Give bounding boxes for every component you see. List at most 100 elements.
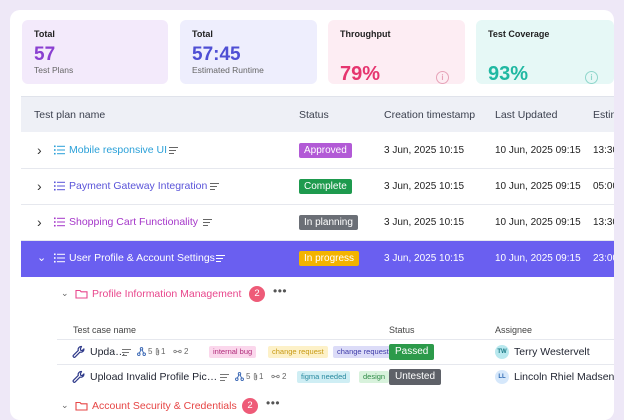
section-name: Account Security & Credentials: [92, 400, 237, 412]
test-status-badge[interactable]: Untested: [389, 369, 442, 385]
plan-name[interactable]: Payment Gateway Integration: [69, 180, 208, 192]
updated-cell: 10 Jun, 2025 09:15: [495, 217, 581, 228]
chevron-right-icon[interactable]: ›: [37, 214, 42, 230]
plan-name[interactable]: Shopping Cart Functionality: [69, 216, 198, 228]
plan-name[interactable]: Mobile responsive UI: [69, 144, 168, 156]
steps-count: 5: [148, 347, 153, 356]
created-cell: 3 Jun, 2025 10:15: [384, 181, 465, 192]
test-case-row[interactable]: Upload Invalid Profile Pic… 5 1 2 figma need…: [57, 364, 614, 389]
column-header-created[interactable]: Creation timestamp: [384, 109, 476, 121]
chevron-right-icon[interactable]: ›: [37, 178, 42, 194]
tag[interactable]: change request: [268, 346, 328, 358]
test-case-row[interactable]: Upda… 5 1 2 internal bug change request change…: [57, 339, 614, 364]
assignee-name: Terry Westervelt: [514, 346, 590, 358]
list-icon: [54, 145, 65, 155]
more-icon[interactable]: •••: [266, 396, 281, 410]
updated-cell: 10 Jun, 2025 09:15: [495, 181, 581, 192]
table-row[interactable]: › Shopping Cart Functionality In planning 3…: [21, 205, 614, 241]
tag[interactable]: design: [359, 371, 390, 383]
section-account-security[interactable]: ⌄ Account Security & Credentials 2 •••: [21, 393, 614, 419]
column-header-status[interactable]: Status: [299, 109, 329, 121]
estimate-cell: 13:30: [593, 145, 614, 156]
stat-value: 79%: [340, 63, 381, 85]
link-count: 2: [184, 347, 189, 356]
info-icon[interactable]: i: [585, 71, 598, 84]
stat-sublabel: Test Plans: [34, 65, 74, 75]
avatar: TW: [495, 345, 509, 359]
link-icon: [173, 349, 182, 354]
estimate-cell: 05:00: [593, 181, 614, 192]
chevron-down-icon[interactable]: ⌄: [61, 288, 69, 298]
plan-name[interactable]: User Profile & Account Settings: [69, 252, 215, 264]
description-icon[interactable]: [122, 349, 132, 356]
test-case-name[interactable]: Upload Invalid Profile Pic…: [90, 371, 218, 383]
wrench-icon: [72, 345, 85, 358]
section-name: Profile Information Management: [92, 288, 242, 300]
updated-cell: 10 Jun, 2025 09:15: [495, 253, 581, 264]
table-row[interactable]: › Mobile responsive UI Approved 3 Jun, 2025…: [21, 133, 614, 169]
estimate-cell: 23:00: [593, 253, 614, 264]
stat-value: 57: [34, 44, 56, 65]
column-header-estimate[interactable]: Estim: [593, 109, 614, 121]
app-frame: Total 57 Test Plans Total 57:45 Estimate…: [10, 10, 614, 420]
list-icon: [54, 217, 65, 227]
section-count-badge: 2: [249, 286, 265, 302]
stat-label: Total: [192, 29, 213, 39]
attachment-icon: [155, 347, 160, 356]
description-icon[interactable]: [203, 219, 213, 226]
column-header-assignee: Assignee: [495, 325, 533, 335]
attachment-icon: [253, 372, 258, 381]
stat-value: 93%: [488, 63, 529, 85]
section-count-badge: 2: [242, 398, 258, 414]
stat-sublabel: Estimated Runtime: [192, 65, 264, 75]
stat-value: 57:45: [192, 44, 241, 65]
test-status-badge[interactable]: Passed: [389, 344, 435, 360]
tag[interactable]: figma needed: [297, 371, 351, 383]
folder-icon: [75, 401, 88, 411]
link-count: 2: [282, 372, 287, 381]
status-badge: In planning: [299, 215, 358, 230]
stat-card-throughput: Throughput 79% i: [328, 20, 465, 84]
stat-label: Throughput: [340, 29, 391, 39]
info-icon[interactable]: i: [436, 71, 449, 84]
created-cell: 3 Jun, 2025 10:15: [384, 253, 465, 264]
steps-count: 5: [246, 372, 251, 381]
test-plan-table: Test plan name Status Creation timestamp…: [21, 96, 614, 420]
column-header-name[interactable]: Test plan name: [34, 109, 106, 121]
column-header-tc-status: Status: [389, 325, 415, 335]
avatar: LL: [495, 370, 509, 384]
created-cell: 3 Jun, 2025 10:15: [384, 217, 465, 228]
description-icon[interactable]: [220, 374, 230, 381]
chevron-right-icon[interactable]: ›: [37, 142, 42, 158]
attachment-count: 1: [161, 347, 166, 356]
folder-icon: [75, 289, 88, 299]
wrench-icon: [72, 370, 85, 383]
section-profile-information[interactable]: ⌄ Profile Information Management 2 •••: [21, 281, 614, 307]
description-icon[interactable]: [169, 147, 179, 154]
stat-card-test-coverage: Test Coverage 93% i: [476, 20, 614, 84]
stats-cards: Total 57 Test Plans Total 57:45 Estimate…: [22, 20, 614, 86]
chevron-down-icon[interactable]: ⌄: [61, 400, 69, 410]
link-icon: [271, 374, 280, 379]
more-icon[interactable]: •••: [273, 284, 288, 298]
tag[interactable]: internal bug: [209, 346, 257, 358]
stat-label: Total: [34, 29, 55, 39]
column-header-updated[interactable]: Last Updated: [495, 109, 558, 121]
updated-cell: 10 Jun, 2025 09:15: [495, 145, 581, 156]
status-badge: In progress: [299, 251, 360, 266]
status-badge: Approved: [299, 143, 352, 158]
stat-card-total-plans: Total 57 Test Plans: [22, 20, 168, 84]
stat-card-total-runtime: Total 57:45 Estimated Runtime: [180, 20, 317, 84]
table-row[interactable]: › Payment Gateway Integration Complete 3 Ju…: [21, 169, 614, 205]
list-icon: [54, 181, 65, 191]
description-icon[interactable]: [210, 183, 220, 190]
table-row[interactable]: ⌄ User Profile & Account Settings In progr…: [21, 241, 614, 277]
chevron-down-icon[interactable]: ⌄: [37, 252, 47, 264]
test-case-header: Test case name Status Assignee: [21, 321, 614, 341]
description-icon[interactable]: [216, 255, 226, 262]
test-case-name[interactable]: Upda…: [90, 346, 126, 358]
tag[interactable]: change request: [333, 346, 393, 358]
column-header-test-case: Test case name: [73, 325, 137, 335]
steps-icon: [235, 372, 244, 381]
stat-label: Test Coverage: [488, 29, 550, 39]
